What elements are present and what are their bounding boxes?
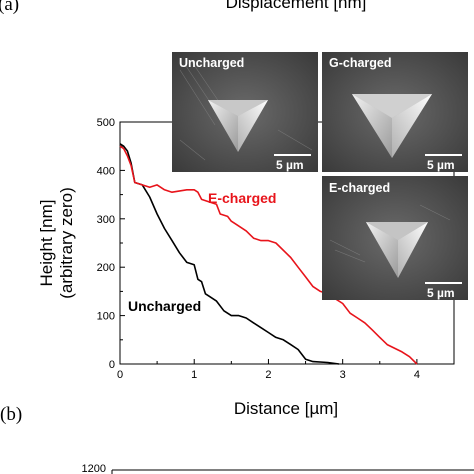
series-a (119, 143, 418, 365)
series-line-uncharged (119, 143, 340, 365)
y-tick-label-0: 0 (109, 359, 115, 371)
chart-b-y-tick-label-0: 1200 (82, 463, 106, 474)
series-label-uncharged: Uncharged (128, 298, 201, 314)
inset-e-charged-indent (366, 222, 428, 278)
inset-e-charged-scale: 5 µm (427, 286, 455, 300)
series-label-e-charged: E-charged (208, 190, 276, 206)
ticks-b: 1200 (82, 463, 117, 474)
x-tick-label-1: 1 (191, 369, 197, 381)
y-axis-title-line2: (arbitrary zero) (57, 187, 76, 298)
chart-a: 0 1 2 3 4 0 100 200 300 400 500 Distance [µm] Heig… (37, 117, 455, 418)
inset-uncharged-scale: 5 µm (276, 158, 304, 172)
y-tick-label-2: 200 (97, 262, 115, 274)
x-axis-title: Distance [µm] (234, 399, 338, 418)
top-cut-label: Displacement [nm] (226, 0, 367, 12)
x-tick-label-4: 4 (414, 369, 420, 381)
inset-g-charged-scale: 5 µm (427, 158, 455, 172)
inset-uncharged-indent (208, 100, 268, 152)
inset-e-charged-scratches (329, 204, 451, 263)
y-tick-label-3: 300 (97, 214, 115, 226)
x-tick-label-2: 2 (265, 369, 271, 381)
ticks-a: 0 1 2 3 4 0 100 200 300 400 500 (97, 117, 420, 381)
inset-g-charged-indent (352, 94, 432, 158)
x-tick-label-0: 0 (117, 369, 123, 381)
inset-g-charged-label: G-charged (329, 56, 392, 70)
y-tick-label-5: 500 (97, 117, 115, 129)
panel-b-tag: (b) (0, 404, 22, 425)
chart-b: 1200 (82, 463, 474, 474)
panel-a-tag: (a) (0, 0, 19, 15)
x-tick-label-3: 3 (340, 369, 346, 381)
series-line-e-charged (119, 145, 418, 365)
inset-uncharged-label: Uncharged (179, 56, 244, 70)
inset-e-charged: E-charged 5 µm (322, 176, 468, 300)
y-tick-label-4: 400 (97, 165, 115, 177)
inset-uncharged: Uncharged 5 µm (172, 52, 318, 172)
y-tick-label-1: 100 (97, 311, 115, 323)
inset-e-charged-label: E-charged (329, 181, 390, 195)
y-axis-title-line1: Height [nm] (37, 200, 56, 287)
inset-g-charged: G-charged 5 µm (322, 52, 468, 172)
